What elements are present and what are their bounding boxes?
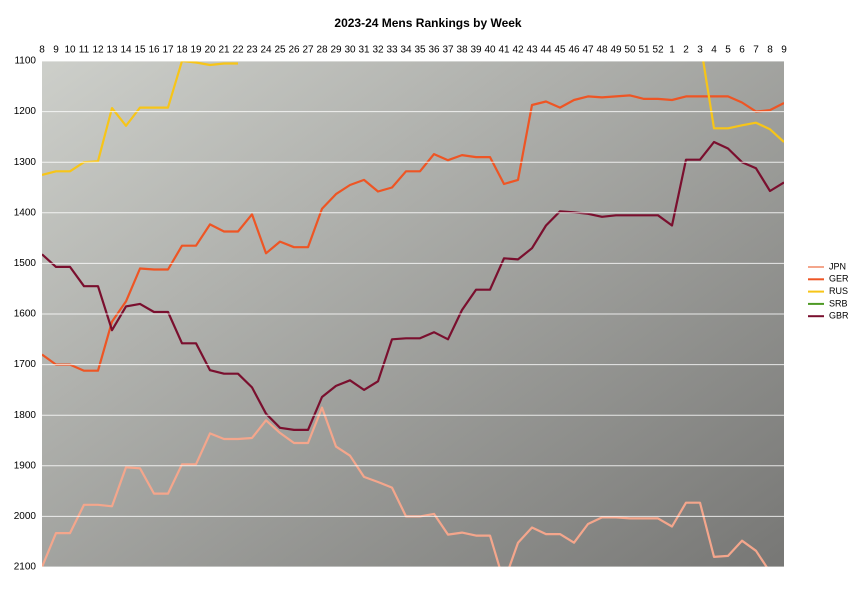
- x-tick-label: 23: [246, 45, 258, 56]
- legend-label: GBR: [829, 311, 849, 321]
- x-tick-label: 48: [596, 45, 608, 56]
- x-tick-label: 27: [302, 45, 314, 56]
- legend-label: GER: [829, 274, 849, 284]
- x-tick-label: 6: [739, 45, 745, 56]
- y-tick-label: 1900: [14, 460, 37, 471]
- chart-title: 2023-24 Mens Rankings by Week: [334, 16, 522, 30]
- x-tick-label: 5: [725, 45, 731, 56]
- x-tick-label: 14: [120, 45, 132, 56]
- x-tick-label: 11: [79, 45, 90, 56]
- x-tick-label: 46: [568, 45, 580, 56]
- y-tick-label: 1700: [14, 359, 37, 370]
- x-tick-label: 8: [767, 45, 773, 56]
- x-tick-label: 39: [470, 45, 482, 56]
- x-tick-label: 4: [711, 45, 717, 56]
- x-tick-label: 16: [148, 45, 160, 56]
- x-tick-label: 15: [134, 45, 146, 56]
- x-tick-label: 28: [316, 45, 328, 56]
- x-tick-label: 34: [400, 45, 412, 56]
- x-tick-label: 52: [652, 45, 664, 56]
- x-tick-label: 29: [330, 45, 342, 56]
- x-tick-label: 35: [414, 45, 426, 56]
- y-tick-label: 1400: [14, 207, 37, 218]
- x-tick-label: 31: [358, 45, 370, 56]
- y-tick-label: 1500: [14, 258, 37, 269]
- x-tick-label: 33: [386, 45, 398, 56]
- y-tick-label: 1300: [14, 157, 37, 168]
- series-line: [42, 140, 784, 431]
- x-tick-label: 9: [781, 45, 787, 56]
- x-tick-label: 36: [428, 45, 440, 56]
- x-tick-label: 32: [372, 45, 384, 56]
- x-tick-label: 42: [512, 45, 524, 56]
- series-line: [42, 94, 784, 372]
- x-tick-label: 21: [218, 45, 230, 56]
- legend-label: SRB: [829, 298, 848, 308]
- x-tick-label: 43: [526, 45, 538, 56]
- x-tick-label: 40: [484, 45, 496, 56]
- x-tick-label: 12: [92, 45, 104, 56]
- x-tick-label: 3: [697, 45, 703, 56]
- x-tick-label: 44: [540, 45, 552, 56]
- x-tick-label: 45: [554, 45, 566, 56]
- x-tick-label: 1: [669, 45, 675, 56]
- x-tick-label: 8: [39, 45, 45, 56]
- x-tick-label: 22: [232, 45, 244, 56]
- x-tick-label: 20: [204, 45, 216, 56]
- x-tick-label: 9: [53, 45, 59, 56]
- x-tick-label: 24: [260, 45, 272, 56]
- x-tick-label: 19: [190, 45, 202, 56]
- y-tick-label: 1100: [14, 56, 36, 67]
- y-tick-label: 1200: [14, 106, 37, 117]
- x-tick-label: 41: [498, 45, 510, 56]
- x-tick-label: 26: [288, 45, 300, 56]
- x-tick-label: 13: [106, 45, 118, 56]
- y-tick-label: 1800: [14, 410, 37, 421]
- x-tick-label: 17: [162, 45, 174, 56]
- x-tick-label: 50: [624, 45, 636, 56]
- lines: [42, 61, 784, 567]
- y-tick-label: 2000: [14, 511, 37, 522]
- x-tick-label: 37: [442, 45, 454, 56]
- x-tick-label: 2: [683, 45, 689, 56]
- x-tick-label: 38: [456, 45, 468, 56]
- x-tick-label: 10: [64, 45, 76, 56]
- y-tick-label: 2100: [14, 562, 37, 573]
- legend-label: JPN: [829, 261, 846, 271]
- x-tick-label: 25: [274, 45, 286, 56]
- x-tick-label: 18: [176, 45, 188, 56]
- x-tick-label: 51: [638, 45, 650, 56]
- series-line: [42, 61, 784, 176]
- legend-label: RUS: [829, 286, 848, 296]
- x-tick-label: 7: [753, 45, 759, 56]
- y-tick-label: 1600: [14, 309, 37, 320]
- x-tick-label: 49: [610, 45, 622, 56]
- x-tick-label: 47: [582, 45, 594, 56]
- x-tick-label: 30: [344, 45, 356, 56]
